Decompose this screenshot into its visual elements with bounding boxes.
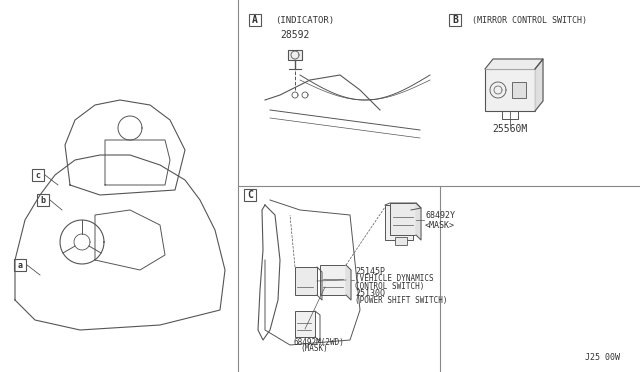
Text: (INDICATOR): (INDICATOR) (275, 16, 334, 25)
Text: <MASK>: <MASK> (425, 221, 455, 230)
Text: (MASK): (MASK) (300, 344, 328, 353)
Text: (POWER SHIFT SWITCH): (POWER SHIFT SWITCH) (355, 295, 447, 305)
Text: 68492Y: 68492Y (425, 211, 455, 219)
Polygon shape (346, 265, 351, 300)
Bar (320, 265, 346, 295)
Bar (449, 14, 461, 26)
Bar (395, 237, 407, 245)
Text: B: B (452, 15, 458, 25)
Bar (32, 169, 44, 181)
Text: 28592: 28592 (280, 30, 310, 40)
Bar (14, 259, 26, 271)
Text: a: a (17, 260, 22, 269)
Text: 25145P: 25145P (355, 266, 385, 276)
Text: A: A (252, 15, 258, 25)
Text: c: c (35, 170, 40, 180)
Text: 68492M(2WD): 68492M(2WD) (293, 337, 344, 346)
Bar (390, 203, 416, 235)
Text: 25560M: 25560M (492, 124, 527, 134)
Bar (295, 311, 315, 337)
Bar (249, 14, 261, 26)
Text: b: b (40, 196, 45, 205)
Bar (244, 189, 256, 201)
Bar (37, 194, 49, 206)
Text: (VEHICLE DYNAMICS: (VEHICLE DYNAMICS (355, 275, 434, 283)
Polygon shape (416, 203, 421, 240)
Text: (MIRROR CONTROL SWITCH): (MIRROR CONTROL SWITCH) (472, 16, 587, 25)
Text: CONTROL SWITCH): CONTROL SWITCH) (355, 282, 424, 291)
Bar (485, 69, 535, 111)
Polygon shape (485, 59, 543, 69)
Text: J25 00W: J25 00W (585, 353, 620, 362)
Bar (295, 267, 317, 295)
Bar (385, 205, 413, 240)
Bar (288, 50, 302, 60)
Bar (512, 82, 526, 98)
Text: C: C (247, 190, 253, 200)
Polygon shape (535, 59, 543, 111)
Text: 25130Q: 25130Q (355, 289, 385, 298)
